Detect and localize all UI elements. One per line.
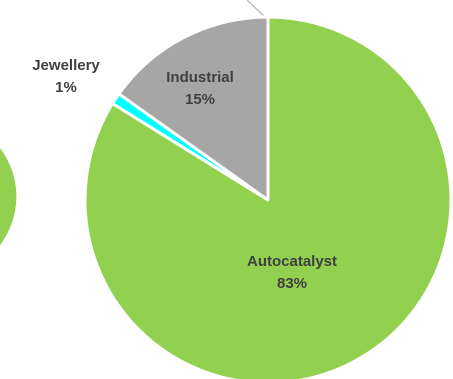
pie-labels: Autocatalyst 83% Jewellery 1% Industrial 15% [32,57,337,292]
data-label-autocatalyst: Autocatalyst 83% [247,253,337,292]
percent-value: 15% [185,91,215,108]
category-name: Industrial [166,69,234,86]
pie-slices [83,15,453,379]
pie-slice-industrial [117,15,270,202]
category-name: Autocatalyst [247,253,337,270]
pie-slice-autocatalyst [83,15,453,379]
category-name: Jewellery [32,57,100,74]
adjacent-pie-fragment [0,148,17,245]
percent-value: 1% [55,79,77,96]
data-label-industrial: Industrial 15% [166,69,234,108]
data-label-jewellery: Jewellery 1% [32,57,100,96]
leader-line [246,0,265,17]
percent-value: 83% [277,275,307,292]
